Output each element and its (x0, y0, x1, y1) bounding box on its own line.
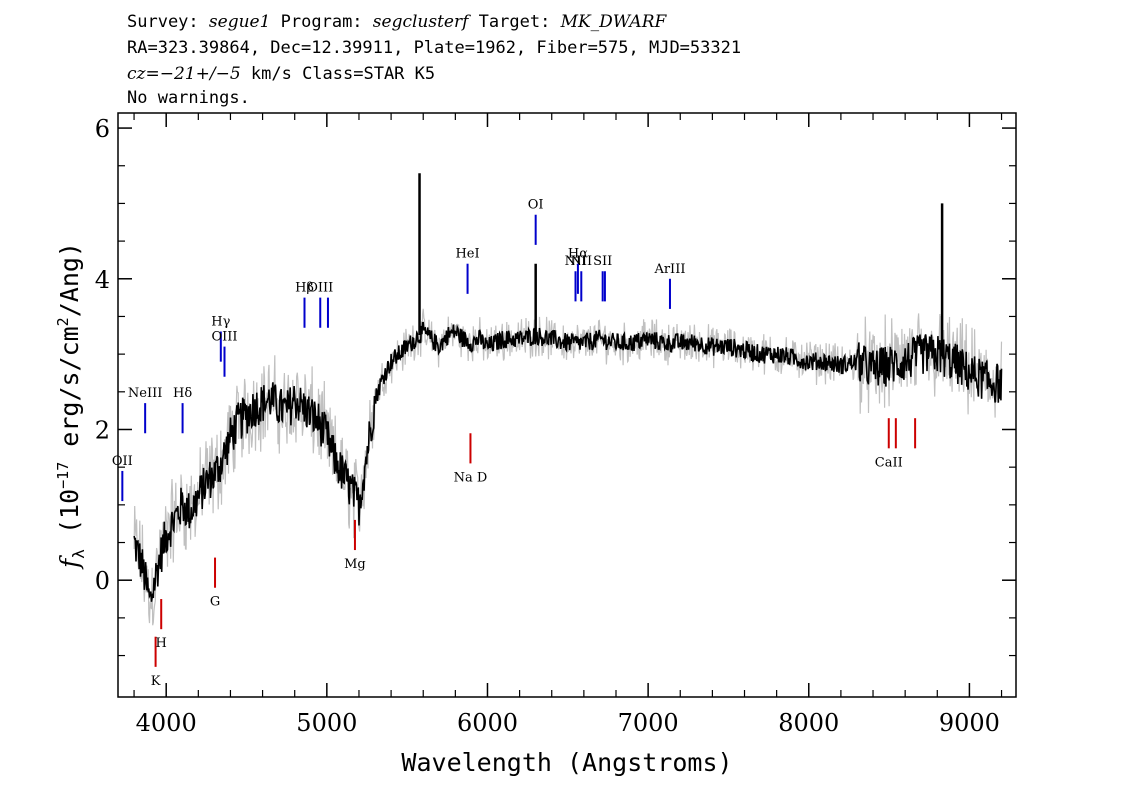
x-tick-label: 8000 (778, 709, 839, 737)
emission-line-label: HeI (455, 247, 479, 262)
x-tick-label: 5000 (296, 709, 357, 737)
plot-frame (117, 112, 1017, 698)
class-text: km/s Class=STAR K5 (240, 64, 436, 84)
emission-line-label: Hβ (295, 281, 314, 296)
header-line-3: cz=−21+/−5 km/s Class=STAR K5 (127, 63, 435, 85)
emission-line-label: NII (565, 254, 587, 269)
absorption-line-label: Na D (454, 470, 488, 485)
absorption-line-label: G (210, 595, 220, 610)
header-line-2: RA=323.39864, Dec=12.39911, Plate=1962, … (127, 38, 742, 58)
emission-line-label: Hα (568, 247, 588, 262)
emission-line-label: Hδ (173, 386, 192, 401)
target-label: Target: (478, 12, 551, 32)
emission-line-label: ArIII (653, 262, 685, 277)
emission-line-label: SII (593, 254, 612, 269)
y-tick-label: 4 (95, 266, 110, 294)
survey-value: segue1 (208, 12, 271, 32)
x-axis-label: Wavelength (Angstroms) (401, 748, 732, 777)
emission-line-label: NII (570, 254, 592, 269)
axis-ticks: 4000 5000 6000 7000 8000 9000 0 2 4 6 (95, 113, 1016, 737)
flux-series (133, 173, 1003, 602)
x-tick-label: 6000 (457, 709, 518, 737)
cz-value: −21+/−5 (159, 64, 241, 84)
absorption-line-label: CaII (875, 455, 903, 470)
program-label: Program: (280, 12, 363, 32)
absorption-line-label: K (151, 674, 161, 689)
header-line-4: No warnings. (127, 88, 250, 108)
y-tick-label: 6 (95, 115, 110, 143)
y-axis-label: fλ (10−17 erg/s/cm2/Ang) (54, 242, 88, 570)
flux-line (133, 321, 1003, 602)
emission-line-label: OIII (211, 330, 237, 345)
cz-label: cz= (127, 64, 160, 84)
emission-line-label: NeIII (128, 386, 162, 401)
y-tick-label: 0 (95, 567, 110, 595)
survey-label: Survey: (127, 12, 199, 32)
program-value: segclusterf (372, 12, 469, 32)
x-tick-label: 9000 (939, 709, 1000, 737)
x-tick-label: 7000 (618, 709, 679, 737)
x-tick-label: 4000 (136, 709, 197, 737)
error-line (133, 308, 1003, 626)
emission-line-label: OIII (307, 281, 333, 296)
y-tick-label: 2 (95, 416, 110, 444)
target-value: MK_DWARF (560, 12, 667, 32)
absorption-line-label: Mg (344, 557, 366, 572)
emission-line-label: OII (112, 454, 133, 469)
emission-line-label: Hγ (211, 315, 230, 330)
emission-line-label: OI (528, 198, 544, 213)
absorption-line-label: H (156, 636, 167, 651)
header-line-1: Survey: segue1 Program: segclusterf Targ… (127, 11, 666, 33)
error-band (133, 308, 1003, 626)
